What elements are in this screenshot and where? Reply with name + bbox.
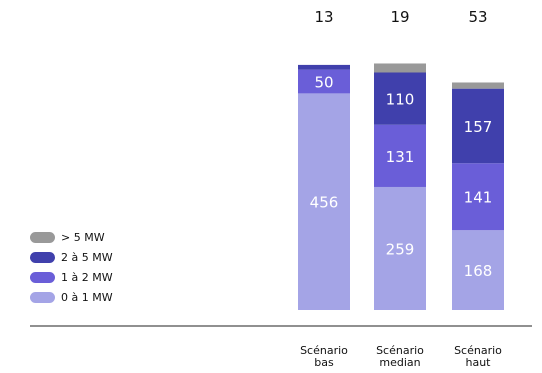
category-label: haut — [466, 356, 492, 369]
top-label: 13 — [314, 8, 333, 26]
bar-segment — [374, 186, 426, 310]
bar-segment — [452, 163, 504, 231]
bar-segment — [298, 93, 350, 311]
legend-swatch-1to2 — [30, 271, 55, 283]
data-label: 50 — [314, 74, 333, 92]
data-label: 259 — [386, 240, 415, 258]
category-label: Scénario — [300, 344, 348, 357]
legend-item: > 5 MW — [30, 227, 190, 247]
category-label: Scénario — [376, 344, 424, 357]
legend-label: 0 à 1 MW — [61, 290, 113, 304]
legend: > 5 MW 2 à 5 MW 1 à 2 MW 0 à 1 MW — [30, 227, 190, 307]
legend-swatch-0to1 — [30, 291, 55, 303]
legend-swatch-gt5 — [30, 231, 55, 243]
data-label: 110 — [386, 91, 415, 109]
category-label: median — [379, 356, 420, 369]
bar-segment — [298, 69, 350, 94]
legend-swatch-2to5 — [30, 251, 55, 263]
bar-segment — [374, 72, 426, 125]
top-label: 53 — [468, 8, 487, 26]
category-label: Scénario — [454, 344, 502, 357]
bar-segment — [374, 124, 426, 187]
bar-segment — [452, 82, 504, 89]
legend-item: 0 à 1 MW — [30, 287, 190, 307]
legend-label: 2 à 5 MW — [61, 250, 113, 264]
category-label: bas — [314, 356, 334, 369]
bar-segment — [374, 63, 426, 73]
data-label: 168 — [464, 262, 493, 280]
legend-item: 1 à 2 MW — [30, 267, 190, 287]
legend-label: > 5 MW — [61, 230, 105, 244]
bar-segment — [452, 230, 504, 310]
bar-segment — [452, 88, 504, 164]
top-label: 19 — [390, 8, 409, 26]
data-label: 157 — [464, 118, 493, 136]
data-label: 131 — [386, 148, 415, 166]
legend-item: 2 à 5 MW — [30, 247, 190, 267]
bar-segment — [298, 64, 350, 70]
data-label: 456 — [310, 194, 339, 212]
data-label: 141 — [464, 189, 493, 207]
legend-label: 1 à 2 MW — [61, 270, 113, 284]
